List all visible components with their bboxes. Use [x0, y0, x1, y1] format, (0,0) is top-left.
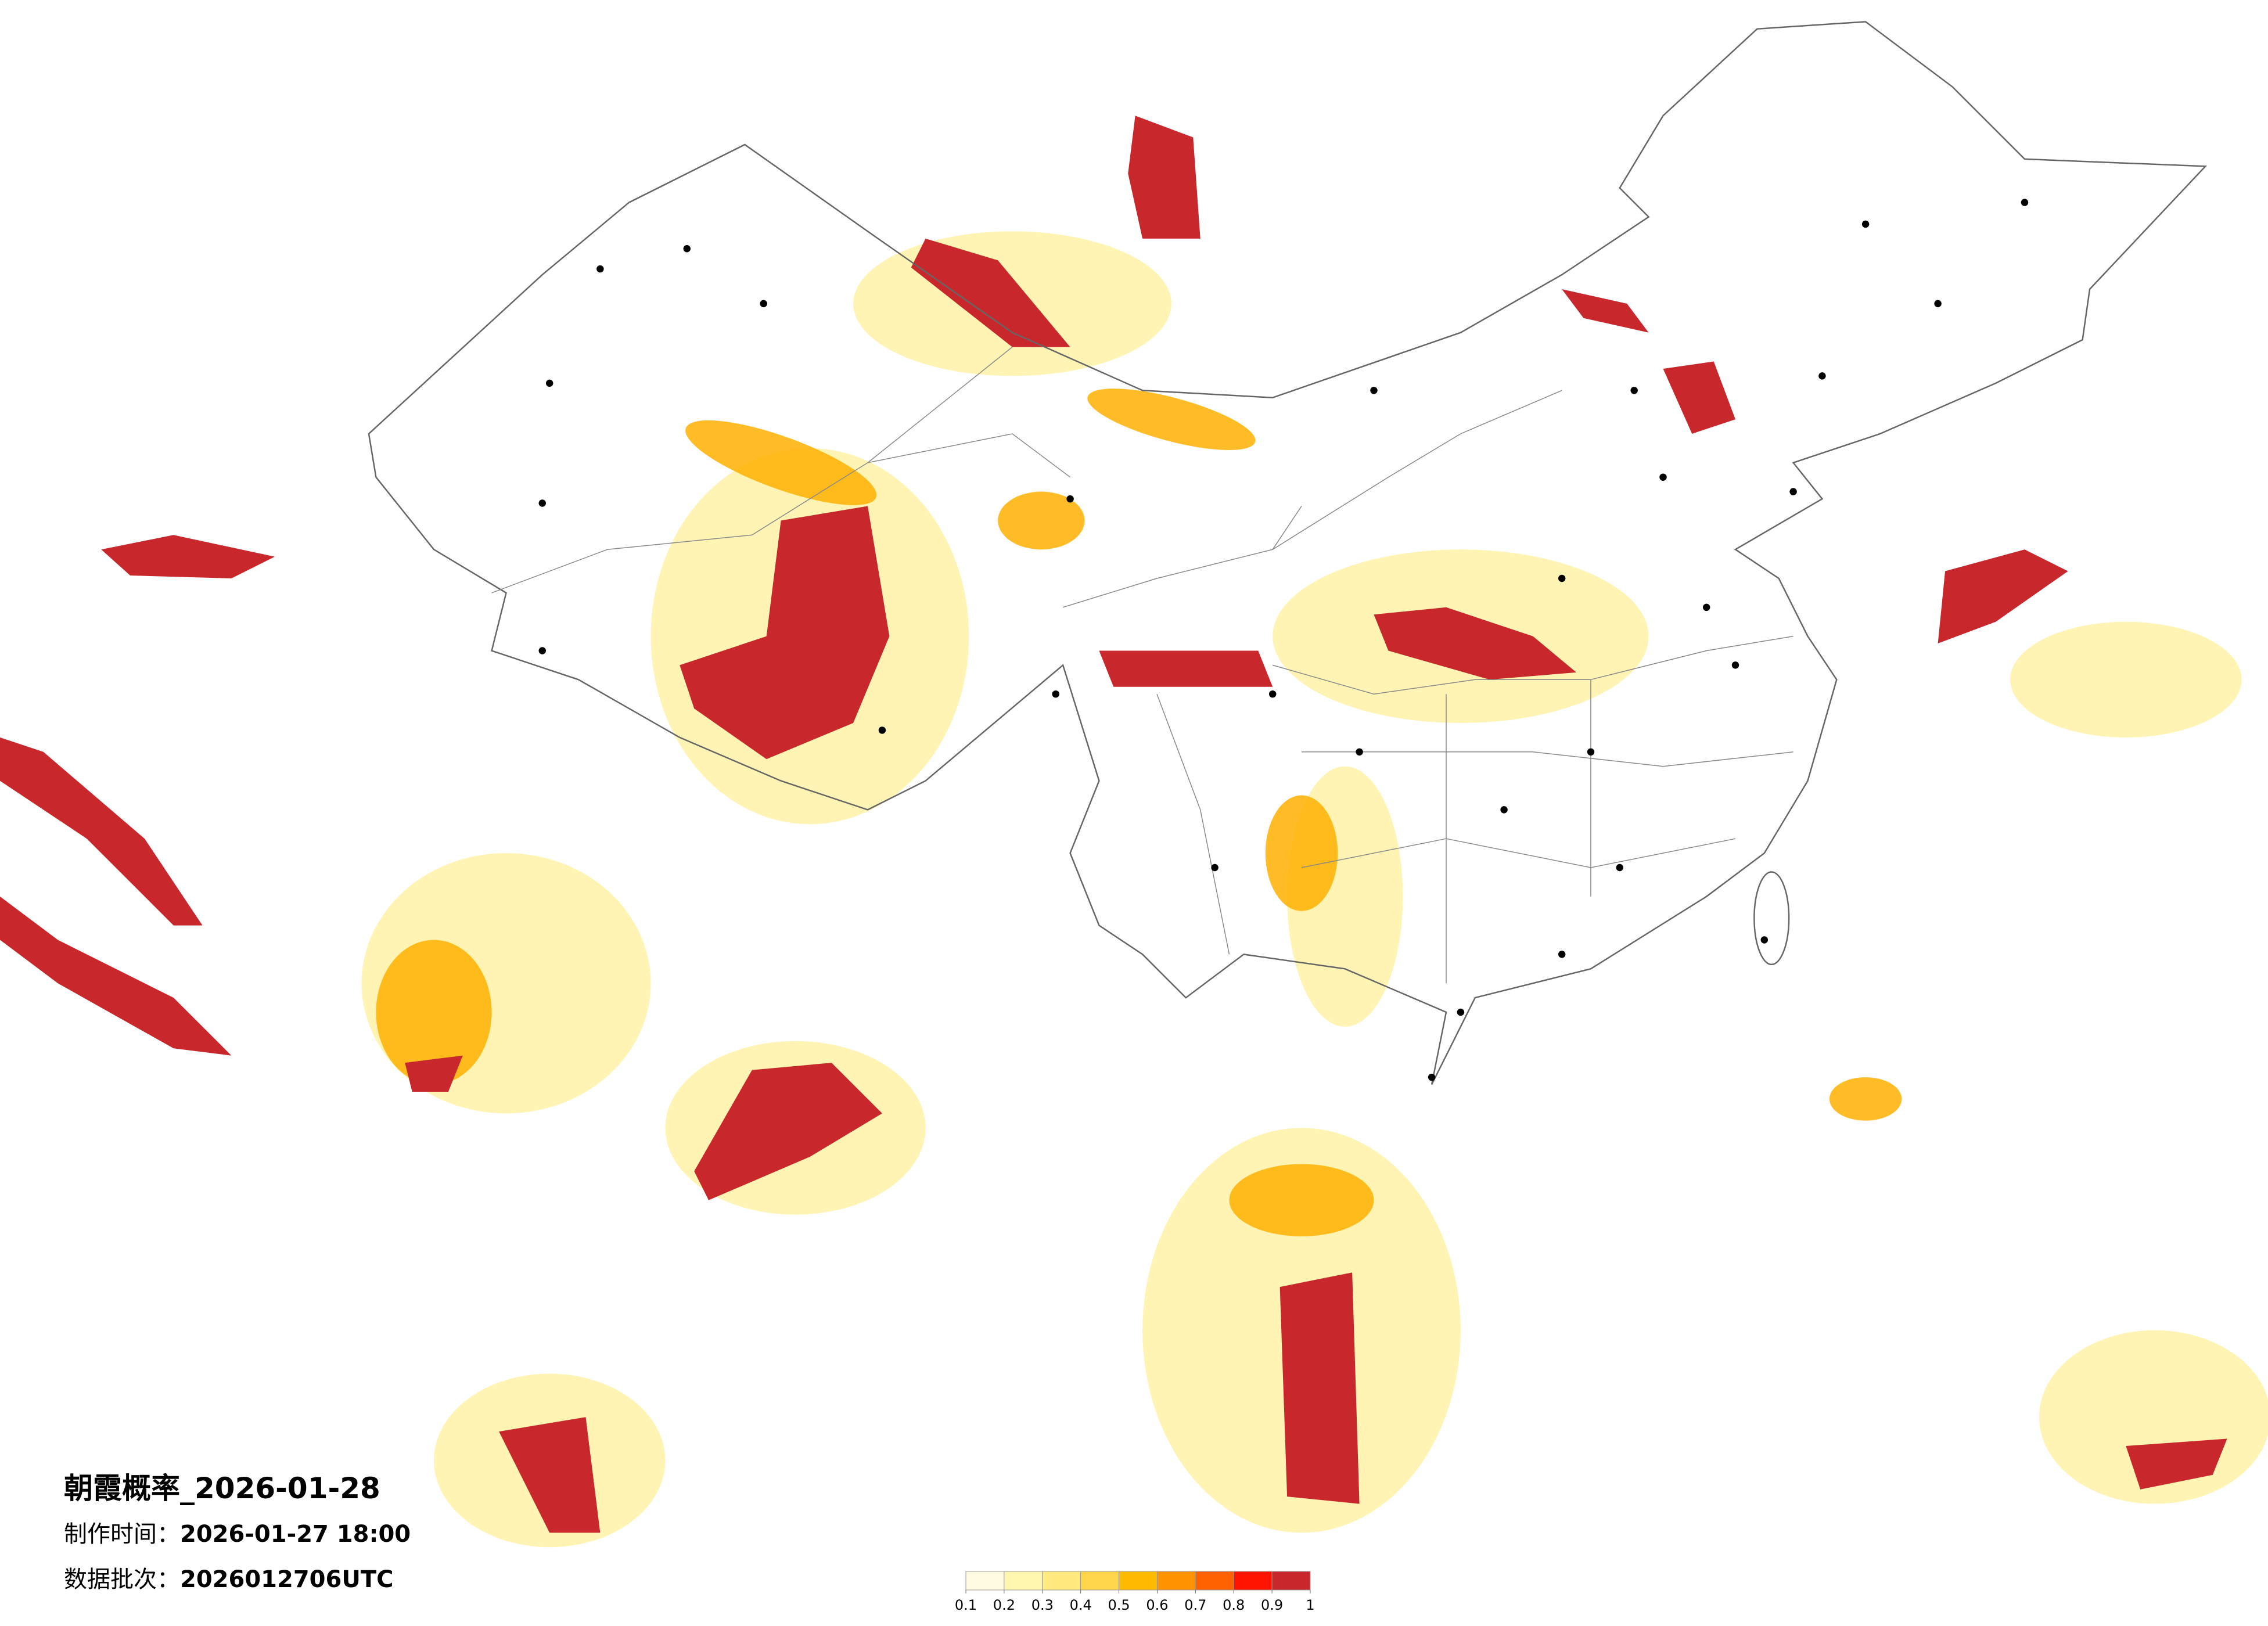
colorbar-tick-label: 0.8: [1223, 1597, 1245, 1613]
country-outline: [368, 21, 2208, 1085]
colorbar-swatch: [1042, 1571, 1081, 1591]
colorbar: 0.1 0.2 0.3 0.4 0.5 0.6 0.7 0.8 0.9 1: [955, 1571, 1315, 1613]
colorbar-swatch: [965, 1571, 1005, 1591]
colorbar-tick-label: 1: [1306, 1597, 1314, 1613]
batch-label: 数据批次：: [64, 1566, 180, 1593]
production-info: 制作时间：2026-01-27 18:00: [64, 1521, 411, 1548]
colorbar-swatch: [1080, 1571, 1120, 1591]
colorbar-tick-label: 0.7: [1184, 1597, 1206, 1613]
production-label: 制作时间：: [64, 1521, 180, 1548]
production-value: 2026-01-27 18:00: [180, 1521, 411, 1548]
colorbar-tick-label: 0.5: [1108, 1597, 1130, 1613]
colorbar-tick-label: 0.4: [1070, 1597, 1092, 1613]
colorbar-tick-label: 0.9: [1261, 1597, 1283, 1613]
colorbar-tick-label: 0.1: [955, 1597, 977, 1613]
colorbar-swatch: [1195, 1571, 1234, 1591]
colorbar-swatch: [1119, 1571, 1158, 1591]
colorbar-swatch: [1233, 1571, 1273, 1591]
province-borders: [491, 347, 1793, 984]
taiwan: [1753, 871, 1790, 966]
colorbar-swatch: [1156, 1571, 1196, 1591]
colorbar-tick-label: 0.3: [1031, 1597, 1054, 1613]
colorbar-swatch: [1004, 1571, 1043, 1591]
map-title: 朝霞概率_2026-01-28: [64, 1472, 380, 1505]
batch-info: 数据批次：2026012706UTC: [64, 1566, 393, 1593]
map-layer: [0, 21, 2268, 1548]
city-dots: [538, 199, 2029, 1081]
colorbar-tick-label: 0.2: [993, 1597, 1015, 1613]
mid-fields: [376, 388, 1902, 1236]
colorbar-tick-label: 0.6: [1146, 1597, 1168, 1613]
high-fields: [0, 116, 2227, 1533]
colorbar-swatch: [1271, 1571, 1311, 1591]
batch-value: 2026012706UTC: [180, 1566, 393, 1593]
